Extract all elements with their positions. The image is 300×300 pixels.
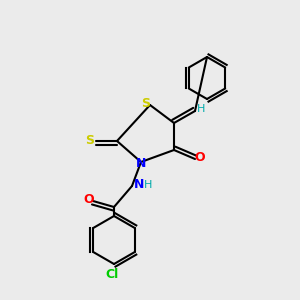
Text: S: S [141, 97, 150, 110]
Text: O: O [83, 193, 94, 206]
Text: H: H [197, 104, 205, 115]
Text: N: N [136, 157, 146, 170]
Text: Cl: Cl [106, 268, 119, 281]
Text: H: H [144, 179, 153, 190]
Text: O: O [194, 151, 205, 164]
Text: N: N [134, 178, 145, 191]
Text: S: S [85, 134, 94, 148]
